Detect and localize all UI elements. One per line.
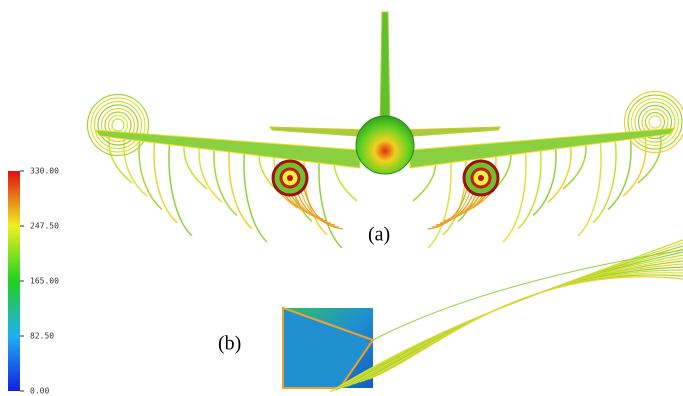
colorbar [8, 171, 20, 391]
streamlines-detail [330, 240, 683, 392]
streamline [124, 134, 147, 196]
streamline [351, 261, 683, 385]
right-wing [410, 128, 675, 168]
fuselage [356, 116, 414, 174]
vortex [88, 95, 149, 156]
panel-label: (a) [368, 224, 390, 246]
streamline [366, 275, 683, 380]
streamline [345, 255, 683, 387]
streamline [360, 270, 683, 382]
streamline [354, 264, 683, 384]
streamline [533, 141, 556, 215]
streamline [608, 135, 631, 209]
vortex [649, 116, 661, 128]
streamline [363, 273, 683, 381]
colorbar-tick-label: 247.50 [30, 222, 59, 231]
vortex [91, 98, 145, 152]
streamline [578, 138, 601, 236]
streamline [369, 277, 683, 379]
streamline [593, 137, 616, 223]
streamline [518, 143, 541, 229]
vortex [112, 119, 124, 131]
streamline [154, 137, 177, 223]
vortex [625, 92, 683, 153]
streamline [229, 143, 252, 229]
streamline [623, 134, 646, 196]
colorbar-tick-label: 165.00 [30, 277, 59, 286]
vertical-fin [380, 12, 390, 125]
streamline [244, 144, 267, 242]
figure: (a) (b) 0.00 82.50 165.00 247.50 330.00 [0, 0, 683, 396]
vortex [628, 95, 682, 149]
streamline [503, 144, 526, 242]
right-stabilizer [400, 127, 500, 137]
colorbar-tick-label: 330.00 [30, 167, 59, 176]
colorbar-tick-label: 0.00 [30, 387, 49, 396]
streamline [169, 138, 192, 236]
streamline [139, 135, 162, 209]
left-stabilizer [270, 127, 370, 137]
panel-label: (b) [218, 333, 241, 355]
left-wing [95, 130, 360, 168]
colorbar-tick-label: 82.50 [30, 332, 54, 341]
